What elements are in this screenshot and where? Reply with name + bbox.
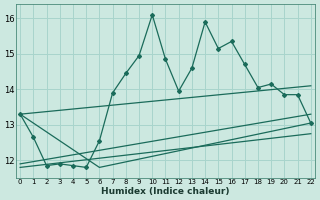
X-axis label: Humidex (Indice chaleur): Humidex (Indice chaleur) — [101, 187, 230, 196]
